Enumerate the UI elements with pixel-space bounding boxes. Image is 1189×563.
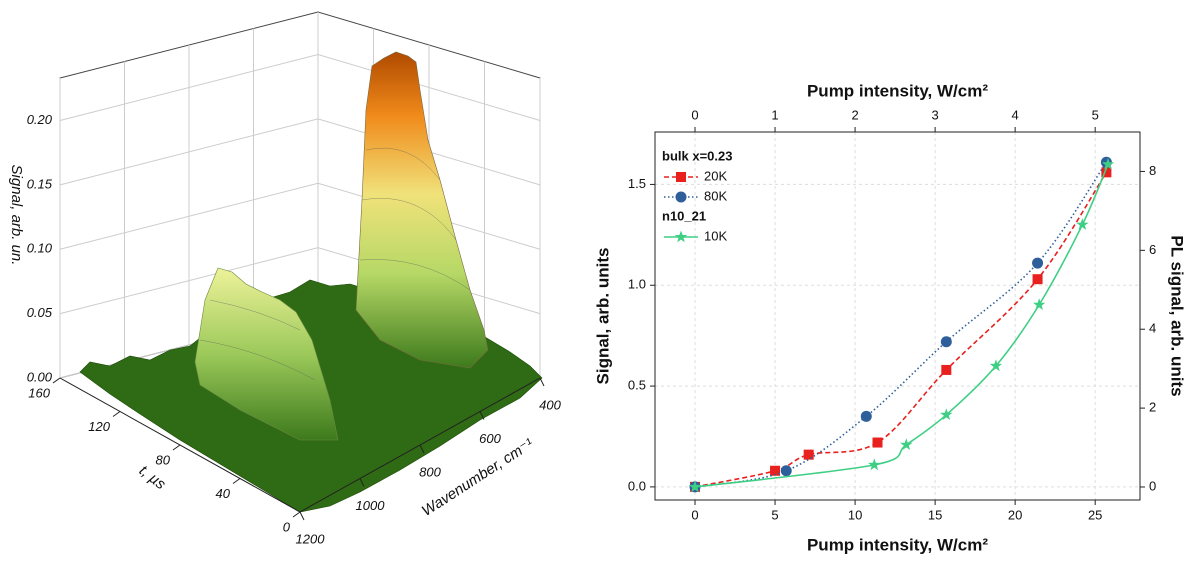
x-tick-label: 600 [479,431,501,446]
tick-mark [419,444,425,454]
surface [79,51,543,513]
x2-axis-title: Pump intensity, W/cm² [807,81,988,100]
y-tick-label: 1.5 [628,176,646,191]
marker [872,437,883,448]
y-tick-label: 80 [156,452,171,467]
marker [1032,274,1043,285]
tick-mark [52,377,61,384]
y-axis-title: Signal, arb. units [593,248,612,385]
y2-tick-label: 0 [1149,478,1156,493]
legend-label: 10K [704,228,727,243]
tick-mark [292,511,301,518]
x-tick-label: 15 [928,507,942,522]
tick-mark [359,478,365,487]
surface-mesh [199,147,471,381]
y2-tick-label: 4 [1149,321,1156,336]
tick-mark [479,411,485,420]
marker [860,410,872,422]
y-tick-label: 0 [283,519,291,534]
tick-mark [112,411,121,417]
series-line [694,161,1108,488]
legend-marker [674,230,688,243]
x-tick-label: 400 [539,397,561,412]
legend-label: 80K [704,188,727,203]
x2-tick-label: 2 [851,107,858,122]
x-tick-label: 20 [1008,507,1022,522]
marker [1032,257,1044,269]
marker [900,438,913,450]
y-tick-label: 0.5 [628,378,646,393]
surface-peak [194,267,339,441]
marker [803,449,814,460]
marker [770,465,781,476]
x-tick-label: 25 [1088,507,1102,522]
x2-tick-label: 1 [771,107,778,122]
legend-title: n10_21 [662,208,706,223]
marker [989,359,1003,372]
x2-tick-label: 5 [1092,107,1099,122]
legend-marker [675,191,687,203]
x-tick-label: 800 [419,464,441,479]
z-tick-label: 0.05 [27,305,53,320]
surface-peak [355,51,489,369]
legend-label: 20K [704,168,727,183]
x2-tick-label: 3 [931,107,938,122]
marker [941,364,952,375]
x-tick-label: 0 [691,507,698,522]
x-tick-label: 5 [771,507,778,522]
y-tick-label: 120 [88,419,110,434]
marker [940,408,953,421]
y2-tick-label: 2 [1149,400,1156,415]
marker [1076,218,1089,230]
y-tick-label: 0.0 [628,478,646,493]
z-tick-label: 0.15 [27,176,53,191]
marker [868,458,881,471]
z-tick-label: 0.20 [27,112,53,127]
y-tick-label: 40 [216,486,231,501]
marker [1033,298,1046,310]
plot-frame [654,131,1141,501]
tick-mark [232,478,241,484]
z-axis-title: Signal, arb. un. [8,165,25,266]
marker [688,480,702,493]
x-tick-label: 1000 [356,498,386,513]
axis-line [59,377,541,513]
z-tick-label: 0.00 [27,369,53,384]
y-tick-label: 160 [28,385,50,400]
z-tick-label: 0.10 [27,241,53,256]
y2-axis-title: PL signal, arb. units [1168,235,1187,396]
tick-mark [299,511,305,521]
tick-mark [539,377,545,387]
x-tick-label: 10 [848,507,862,522]
x2-tick-label: 4 [1012,107,1019,122]
tick-mark [172,444,181,451]
x2-tick-label: 0 [691,107,698,122]
legend-marker [676,172,686,182]
2d-chart: 0 5 10 15 20 25 0 1 2 3 4 5 0.0 0.5 1.0 1.5 0 2 4 6 8 Pump in… [593,81,1186,554]
y2-tick-label: 8 [1149,163,1156,178]
series-line [694,164,1109,488]
series-line [694,171,1108,488]
x-tick-label: 1200 [296,531,326,546]
marker [1101,167,1112,178]
marker [940,336,952,348]
legend-title: bulk x=0.23 [662,148,732,163]
y2-tick-label: 6 [1149,242,1156,257]
x-axis-title: Pump intensity, W/cm² [807,535,988,554]
y-tick-label: 1.0 [628,277,646,292]
marker [1101,157,1115,170]
marker [780,465,792,477]
